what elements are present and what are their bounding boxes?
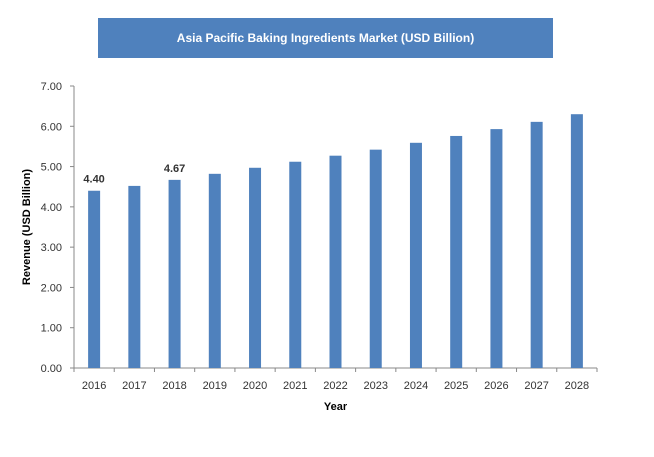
x-tick-label: 2021 bbox=[283, 380, 307, 392]
bar bbox=[490, 129, 503, 368]
bar bbox=[369, 149, 382, 368]
y-tick-label: 5.00 bbox=[41, 162, 62, 174]
x-tick-label: 2017 bbox=[122, 380, 146, 392]
bar bbox=[329, 155, 342, 368]
y-axis-title: Revenue (USD Billion) bbox=[21, 169, 33, 285]
y-tick-label: 2.00 bbox=[41, 282, 62, 294]
x-tick-label: 2020 bbox=[243, 380, 267, 392]
data-label: 4.40 bbox=[83, 174, 104, 186]
x-tick-label: 2022 bbox=[323, 380, 347, 392]
x-tick-label: 2025 bbox=[444, 380, 468, 392]
x-tick-label: 2016 bbox=[82, 380, 106, 392]
bar bbox=[570, 114, 583, 368]
x-tick-label: 2027 bbox=[524, 380, 548, 392]
y-tick-label: 1.00 bbox=[41, 323, 62, 335]
y-tick-label: 4.00 bbox=[41, 202, 62, 214]
x-tick-label: 2019 bbox=[203, 380, 227, 392]
bar bbox=[289, 161, 302, 368]
bar bbox=[208, 173, 221, 368]
x-tick-label: 2028 bbox=[565, 380, 589, 392]
chart-title: Asia Pacific Baking Ingredients Market (… bbox=[98, 18, 553, 58]
x-tick-label: 2026 bbox=[484, 380, 508, 392]
x-tick-label: 2018 bbox=[162, 380, 186, 392]
data-label: 4.67 bbox=[164, 163, 185, 175]
y-tick-label: 3.00 bbox=[41, 242, 62, 254]
x-tick-label: 2024 bbox=[404, 380, 428, 392]
x-axis-title: Year bbox=[324, 401, 348, 413]
bar bbox=[409, 142, 422, 368]
bar bbox=[530, 121, 543, 369]
y-tick-label: 0.00 bbox=[41, 363, 62, 375]
y-tick-label: 7.00 bbox=[41, 81, 62, 93]
x-tick-label: 2023 bbox=[363, 380, 387, 392]
bar bbox=[128, 185, 141, 368]
bar bbox=[450, 135, 463, 368]
bar bbox=[249, 167, 262, 368]
bar bbox=[88, 190, 101, 368]
y-tick-label: 6.00 bbox=[41, 121, 62, 133]
bar bbox=[168, 179, 181, 368]
